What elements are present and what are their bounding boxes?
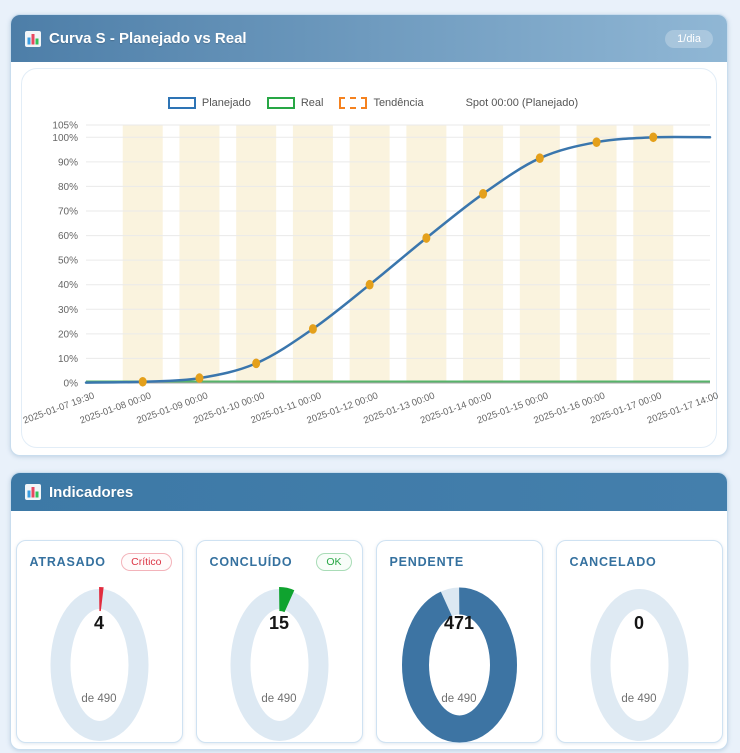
legend-swatch xyxy=(167,97,196,109)
chart-legend: Planejado Real Tendência Spot 00:00 (Planej… xyxy=(22,95,716,111)
s-curve-plot[interactable]: 0%10%20%30%40%50%60%70%80%90%100%105%202… xyxy=(22,111,718,446)
indicadores-panel-header: Indicadores xyxy=(11,473,727,511)
indicator-card-header: PENDENTE xyxy=(377,541,542,572)
legend-item-tendencia[interactable]: Tendência xyxy=(339,97,424,109)
legend-swatch xyxy=(339,97,368,109)
indicator-card-atrasado: ATRASADO Crítico 4 de 490 xyxy=(15,540,183,743)
indicator-card-concluido: CONCLUÍDO OK 15 de 490 xyxy=(195,540,363,743)
status-badge: Crítico xyxy=(121,553,172,571)
svg-text:60%: 60% xyxy=(58,231,78,242)
donut-chart xyxy=(228,587,330,743)
svg-text:80%: 80% xyxy=(58,182,78,193)
frequency-badge[interactable]: 1/dia xyxy=(665,29,713,48)
chart-icon xyxy=(25,30,41,47)
indicadores-panel-title: Indicadores xyxy=(49,483,134,501)
legend-item-planejado[interactable]: Planejado xyxy=(167,97,251,109)
gauge-value: 4 xyxy=(93,613,104,633)
gauge-total: de 490 xyxy=(81,693,117,705)
indicator-title: PENDENTE xyxy=(389,555,464,569)
svg-text:70%: 70% xyxy=(58,207,78,218)
legend-item-real[interactable]: Real xyxy=(266,97,324,109)
indicator-cards-row: ATRASADO Crítico 4 de 490 CONCLUÍDO OK 1… xyxy=(11,540,727,743)
indicator-title: CONCLUÍDO xyxy=(209,555,293,569)
gauge-total: de 490 xyxy=(621,693,657,705)
indicator-card-header: CANCELADO xyxy=(557,541,722,572)
svg-text:50%: 50% xyxy=(58,256,78,267)
svg-text:105%: 105% xyxy=(52,121,78,132)
svg-text:100%: 100% xyxy=(52,133,78,144)
legend-label: Tendência xyxy=(373,97,424,109)
curva-s-panel-title: Curva S - Planejado vs Real xyxy=(49,30,247,47)
indicator-card-cancelado: CANCELADO 0 de 490 xyxy=(555,540,723,743)
legend-swatch xyxy=(266,97,295,109)
svg-text:90%: 90% xyxy=(58,157,78,168)
donut-gauge: 0 de 490 xyxy=(557,573,722,743)
svg-text:0%: 0% xyxy=(64,379,79,390)
legend-label: Planejado xyxy=(201,97,251,109)
gauge-total: de 490 xyxy=(261,693,297,705)
indicator-card-header: CONCLUÍDO OK xyxy=(197,541,362,572)
donut-chart xyxy=(48,587,150,743)
indicator-title: ATRASADO xyxy=(29,555,106,569)
indicadores-panel: Indicadores ATRASADO Crítico 4 de 490 CO… xyxy=(10,472,728,750)
legend-label: Real xyxy=(300,97,324,109)
donut-chart xyxy=(590,589,688,741)
svg-text:40%: 40% xyxy=(58,280,78,291)
indicator-card-header: ATRASADO Crítico xyxy=(17,541,182,572)
curva-s-panel-header: Curva S - Planejado vs Real 1/dia xyxy=(11,15,727,62)
svg-text:10%: 10% xyxy=(58,354,78,365)
svg-text:20%: 20% xyxy=(58,329,78,340)
indicator-title: CANCELADO xyxy=(569,555,657,569)
gauge-value: 0 xyxy=(633,613,644,633)
donut-gauge: 471 de 490 xyxy=(377,573,542,743)
indicator-card-pendente: PENDENTE 471 de 490 xyxy=(375,540,543,743)
donut-chart xyxy=(401,587,517,743)
donut-gauge: 4 de 490 xyxy=(17,573,182,743)
gauge-value: 15 xyxy=(268,613,290,633)
chart-icon xyxy=(25,484,41,500)
spot-annotation: Spot 00:00 (Planejado) xyxy=(465,97,579,109)
donut-gauge: 15 de 490 xyxy=(197,573,362,743)
curva-s-panel: Curva S - Planejado vs Real 1/dia Planej… xyxy=(10,14,728,456)
status-badge: OK xyxy=(316,553,352,571)
svg-text:30%: 30% xyxy=(58,305,78,316)
s-curve-chart-card: Planejado Real Tendência Spot 00:00 (Planej… xyxy=(21,68,718,448)
gauge-value: 471 xyxy=(443,613,475,633)
gauge-total: de 490 xyxy=(441,693,477,705)
